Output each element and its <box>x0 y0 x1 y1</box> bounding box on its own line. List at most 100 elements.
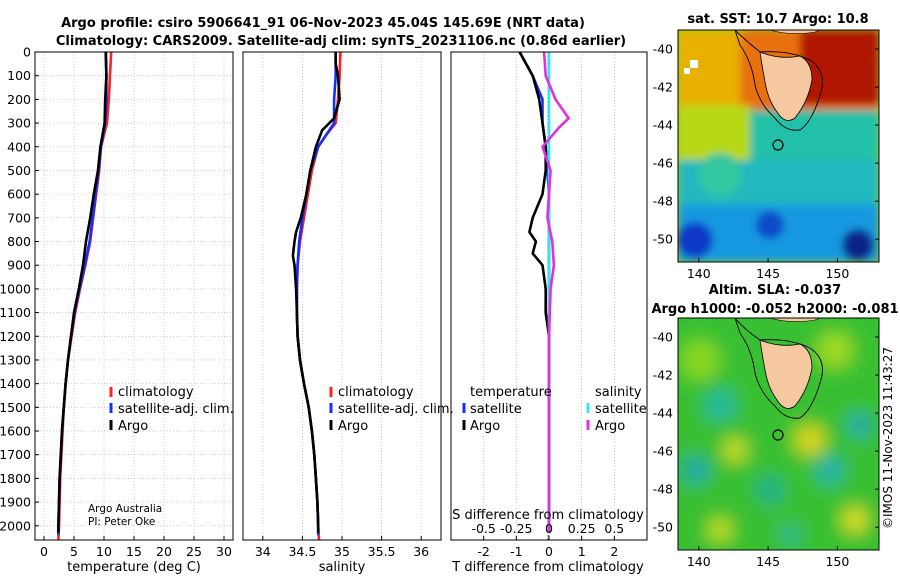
y-tick-label: 1000 <box>0 281 31 296</box>
x-tick-label: 0 <box>40 544 48 559</box>
legend-label-s-satellite: satellite <box>595 402 647 417</box>
x-tick-label: -2 <box>477 544 489 559</box>
sla-map-ticks: 140 145 150 -40 -42 -44 -46 -48 -50 <box>653 330 879 569</box>
x-tick-label: 35 <box>334 544 350 559</box>
map-x-tick-label: 145 <box>756 554 780 569</box>
y-tick-label: 1100 <box>0 305 31 320</box>
s-tick-label: -0.5 <box>471 521 495 536</box>
sst-field <box>678 30 879 262</box>
argo-float-marker <box>772 139 784 151</box>
series-line-satellite-adj-clim- <box>295 52 338 536</box>
map-y-tick-label: -40 <box>653 42 673 57</box>
salinity-panel: 34 34.5 35 35.5 36 salinity climatology sate… <box>242 51 454 575</box>
map-y-tick-label: -42 <box>653 80 673 95</box>
sst-missing-pixel <box>684 68 690 74</box>
figure-title-line1: Argo profile: csiro 5906641_91 06-Nov-20… <box>61 16 585 31</box>
map-x-tick-label: 145 <box>756 266 780 281</box>
figure-title-line2: Climatology: CARS2009. Satellite-adj cli… <box>56 34 626 49</box>
x-tick-label: -1 <box>510 544 522 559</box>
legend-label-s-argo: Argo <box>595 419 625 434</box>
y-tick-label: 1300 <box>0 352 31 367</box>
legend-label-satellite: satellite-adj. clim. <box>338 402 454 417</box>
t-difference-label: T difference from climatology <box>451 560 644 575</box>
y-tick-label: 900 <box>7 258 31 273</box>
map-x-tick-label: 140 <box>687 266 711 281</box>
x-tick-label: 25 <box>186 544 202 559</box>
salinity-series <box>291 51 342 541</box>
x-tick-label: 0 <box>545 544 553 559</box>
series-line-argo <box>57 51 108 533</box>
series-line-satellite-adj-clim- <box>57 51 108 536</box>
sla-map: 140 145 150 -40 -42 -44 -46 -48 -50 <box>653 317 880 569</box>
sla-map-frame <box>677 317 880 551</box>
temperature-x-label: temperature (deg C) <box>67 560 201 575</box>
series-line-t-argo <box>518 51 551 533</box>
x-tick-label: 1 <box>578 544 586 559</box>
y-tick-label: 0 <box>23 45 31 60</box>
temperature-legend: climatology satellite-adj. clim. Argo <box>109 385 234 434</box>
tasmania-landmass <box>759 339 813 409</box>
map-y-tick-label: -44 <box>653 406 673 421</box>
y-tick-label: 1700 <box>0 447 31 462</box>
sst-map-frame <box>677 29 880 263</box>
x-tick-label: 35.5 <box>368 544 396 559</box>
legend-label-t-argo: Argo <box>470 419 500 434</box>
legend-title-salinity: salinity <box>595 385 642 400</box>
sla-map-title-line1: Altim. SLA: -0.037 <box>709 283 841 298</box>
bathymetry-contour <box>734 30 823 131</box>
argo-float-marker <box>772 429 784 441</box>
legend-title-temperature: temperature <box>470 385 552 400</box>
map-y-tick-label: -42 <box>653 368 673 383</box>
x-tick-label: 15 <box>126 544 142 559</box>
difference-legend: temperature satellite Argo salinity sate… <box>462 385 647 434</box>
y-tick-label: 500 <box>7 163 31 178</box>
legend-label-t-satellite: satellite <box>470 402 522 417</box>
x-tick-label: 36 <box>413 544 429 559</box>
difference-s-ticks: -0.5 -0.25 0 0.25 0.5 <box>471 521 624 536</box>
x-tick-label: 34.5 <box>288 544 316 559</box>
s-tick-label: 0.25 <box>568 521 596 536</box>
y-tick-label: 300 <box>7 116 31 131</box>
salinity-x-label: salinity <box>319 560 366 575</box>
legend-label-argo: Argo <box>338 419 368 434</box>
series-line-argo <box>291 52 341 533</box>
y-tick-label: 1500 <box>0 400 31 415</box>
y-tick-label: 1200 <box>0 329 31 344</box>
series-line-s-argo <box>541 51 570 533</box>
legend-label-climatology: climatology <box>118 385 194 400</box>
legend-label-satellite: satellite-adj. clim. <box>118 402 234 417</box>
map-y-tick-label: -48 <box>653 482 673 497</box>
x-tick-label: 20 <box>156 544 172 559</box>
temperature-series <box>57 51 113 541</box>
y-tick-label: 200 <box>7 92 31 107</box>
map-y-tick-label: -40 <box>653 330 673 345</box>
s-tick-label: -0.25 <box>500 521 532 536</box>
map-y-tick-label: -48 <box>653 194 673 209</box>
map-x-tick-label: 150 <box>825 266 849 281</box>
y-tick-label: 1800 <box>0 471 31 486</box>
sst-map-title: sat. SST: 10.7 Argo: 10.8 <box>687 12 868 27</box>
map-x-tick-label: 140 <box>687 554 711 569</box>
tasmania-landmass <box>759 51 813 121</box>
depth-y-ticks: 0 100 200 300 400 500 600 700 800 900 1000 1100 1200… <box>0 45 39 533</box>
legend-label-climatology: climatology <box>338 385 414 400</box>
map-y-tick-label: -44 <box>653 118 673 133</box>
sst-map-ticks: 140 145 150 -40 -42 -44 -46 -48 -50 <box>653 42 879 281</box>
temperature-x-ticks: 0 5 10 15 20 25 30 <box>40 536 232 559</box>
difference-x-ticks: -2 -1 0 1 2 <box>477 536 618 559</box>
y-tick-label: 800 <box>7 234 31 249</box>
y-tick-label: 400 <box>7 139 31 154</box>
mainland-coast <box>769 318 821 322</box>
s-difference-label: S difference from climatology <box>452 508 644 523</box>
map-y-tick-label: -50 <box>653 232 673 247</box>
y-tick-label: 1600 <box>0 424 31 439</box>
y-tick-label: 1900 <box>0 495 31 510</box>
imos-stamp: ©IMOS 11-Nov-2023 11:43:27 <box>881 347 895 529</box>
difference-panel: -2 -1 0 1 2 -0.5 -0.25 0 0.25 0.5 S difference f… <box>450 51 648 575</box>
s-tick-label: 0.5 <box>604 521 624 536</box>
sla-map-title-line2: Argo h1000: -0.052 h2000: -0.081 <box>651 302 898 317</box>
x-tick-label: 34 <box>255 544 271 559</box>
map-y-tick-label: -46 <box>653 444 673 459</box>
y-tick-label: 2000 <box>0 518 31 533</box>
